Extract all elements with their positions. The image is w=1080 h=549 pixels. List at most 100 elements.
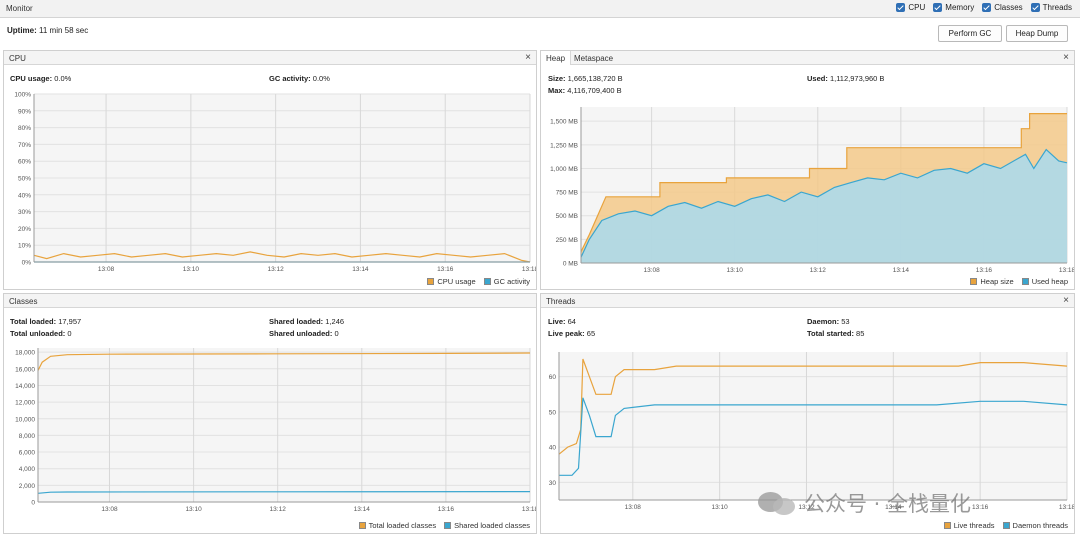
heap-max-stat: Max: 4,116,709,400 B [548,86,622,95]
legend-swatch [427,278,435,285]
classes-legend: Total loaded classes Shared loaded class… [358,521,530,530]
perform-gc-button[interactable]: Perform GC [938,25,1002,42]
legend-label: CPU usage [437,277,476,286]
x-tick-label: 13:18 [522,506,536,513]
shared-unloaded-value: 0 [334,329,339,338]
shared-unloaded-label: Shared unloaded: [269,329,333,338]
tab-heap[interactable]: Heap [541,51,572,65]
heap-chart: 0 MB 250 MB 500 MB 750 MB 1,000 MB 1,250 MB 1,… [550,107,1074,274]
threads-panel-title: Threads [546,297,576,306]
x-tick-label: 13:12 [268,266,285,273]
y-tick-label: 70% [18,142,31,149]
cpu-checkbox[interactable]: CPU [896,3,925,12]
cpu-panel-title: CPU [9,54,26,63]
x-tick-label: 13:08 [643,267,660,274]
total-started-stat: Total started: 85 [807,329,864,338]
total-unloaded-value: 0 [67,329,72,338]
threads-panel-header: Threads × [541,294,1074,308]
x-tick-label: 13:10 [185,506,202,513]
threads-checkbox[interactable]: Threads [1030,3,1072,12]
y-tick-label: 80% [18,125,31,132]
legend-item-heap-size: Heap size [970,277,1014,286]
legend-label: Shared loaded classes [454,521,530,530]
y-tick-label: 100% [14,92,31,99]
close-icon[interactable]: × [525,52,531,63]
classes-panel: Classes Total loaded: 17,957 Shared load… [3,293,537,534]
classes-chart: 0 2,000 4,000 6,000 8,000 10,000 12,000 14,000 1… [15,348,536,513]
live-threads-value: 64 [567,317,576,326]
series-line-used-heap [580,148,1068,258]
classes-panel-header: Classes [4,294,536,308]
tab-metaspace[interactable]: Metaspace [574,54,614,63]
y-tick-label: 1,250 MB [550,142,578,149]
y-tick-label: 8,000 [19,433,36,440]
live-threads-stat: Live: 64 [548,317,576,326]
series-line-shared-loaded-classes [37,491,531,494]
cpu-panel: CPU × CPU usage: 0.0% GC activity: 0.0% … [3,50,537,290]
legend-swatch [444,522,452,529]
daemon-threads-stat: Daemon: 53 [807,317,850,326]
uptime-label: Uptime: [7,26,37,35]
x-tick-label: 13:18 [522,266,536,273]
series-line-daemon-threads [559,397,1068,476]
close-icon[interactable]: × [1063,52,1069,63]
legend-label: Heap size [980,277,1014,286]
live-peak-value: 65 [586,329,596,338]
heap-dump-button[interactable]: Heap Dump [1006,25,1068,42]
y-tick-label: 40 [549,445,557,452]
checkbox-checked-icon [1030,3,1040,12]
close-icon[interactable]: × [1063,295,1069,306]
x-tick-label: 13:10 [727,267,744,274]
y-tick-label: 0% [22,260,32,267]
threads-legend: Live threads Daemon threads [943,521,1068,530]
series-line-cpu-usage [33,251,531,263]
legend-item-shared-loaded-classes: Shared loaded classes [444,521,530,530]
cpu-usage-label: CPU usage: [10,74,53,83]
legend-swatch [943,522,951,529]
heap-panel: Heap Metaspace × Size: 1,665,138,720 B U… [540,50,1075,290]
legend-item-total-loaded-classes: Total loaded classes [358,521,436,530]
legend-item-cpu-usage: CPU usage [427,277,476,286]
y-tick-label: 6,000 [19,450,36,457]
series-line-heap-size [580,113,1067,252]
heap-panel-header: Heap Metaspace × [541,51,1074,65]
y-tick-label: 90% [18,108,31,115]
total-unloaded-stat: Total unloaded: 0 [10,329,72,338]
heap-max-label: Max: [548,86,566,95]
checkbox-checked-icon [896,3,906,12]
x-tick-label: 13:16 [972,504,989,511]
classes-panel-title: Classes [9,297,38,306]
y-tick-label: 40% [18,192,31,199]
x-tick-label: 13:18 [1059,504,1074,511]
x-tick-label: 13:16 [976,267,993,274]
y-tick-label: 0 MB [563,261,578,268]
plot-area [38,348,530,502]
cpu-usage-stat: CPU usage: 0.0% [10,74,71,83]
heap-size-value: 1,665,138,720 B [567,74,623,83]
live-peak-stat: Live peak: 65 [548,329,595,338]
heap-size-label: Size: [548,74,566,83]
y-tick-label: 16,000 [15,366,35,373]
daemon-threads-value: 53 [841,317,850,326]
uptime-value: 11 min 58 sec [39,26,89,35]
cpu-panel-header: CPU × [4,51,536,65]
legend-item-daemon-threads: Daemon threads [1002,521,1068,530]
total-loaded-value: 17,957 [58,317,82,326]
monitor-title: Monitor [6,4,33,13]
heap-used-value: 1,112,973,960 B [829,74,885,83]
x-tick-label: 13:12 [270,506,287,513]
classes-checkbox[interactable]: Classes [982,3,1023,12]
memory-checkbox[interactable]: Memory [933,3,974,12]
legend-swatch [358,522,366,529]
heap-max-value: 4,116,709,400 B [567,86,622,95]
total-started-label: Total started: [807,329,854,338]
y-tick-label: 30% [18,209,31,216]
y-tick-label: 10,000 [15,416,35,423]
heap-used-label: Used: [807,74,828,83]
legend-swatch [1021,278,1029,285]
legend-item-live-threads: Live threads [943,521,995,530]
x-tick-label: 13:16 [437,266,454,273]
y-tick-label: 750 MB [556,190,578,197]
x-tick-label: 13:12 [810,267,827,274]
gc-activity-label: GC activity: [269,74,311,83]
